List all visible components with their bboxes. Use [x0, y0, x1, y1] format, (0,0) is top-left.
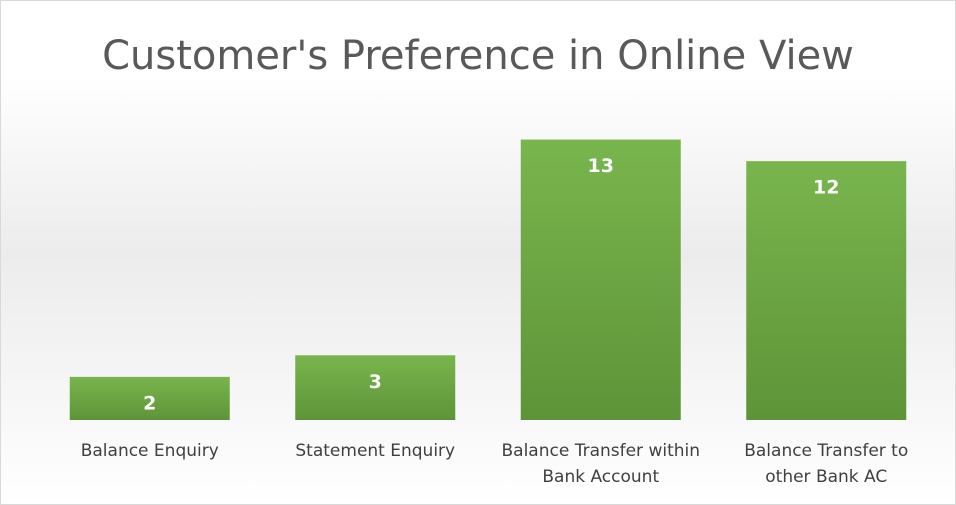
chart-title: Customer's Preference in Online View	[102, 33, 854, 79]
x-tick-label: Balance Transfer within Bank Account	[501, 441, 701, 487]
x-tick-label: Balance Enquiry	[80, 441, 219, 461]
value-label: 3	[369, 371, 382, 393]
x-tick-label: Statement Enquiry	[295, 441, 456, 461]
bar	[746, 161, 907, 420]
value-label: 13	[588, 155, 614, 177]
value-label: 12	[813, 177, 839, 199]
bar	[69, 376, 230, 420]
value-label: 2	[143, 392, 156, 414]
x-tick-label: Balance Transfer to other Bank AC	[744, 441, 909, 487]
bar	[295, 355, 456, 420]
bar	[520, 139, 681, 421]
